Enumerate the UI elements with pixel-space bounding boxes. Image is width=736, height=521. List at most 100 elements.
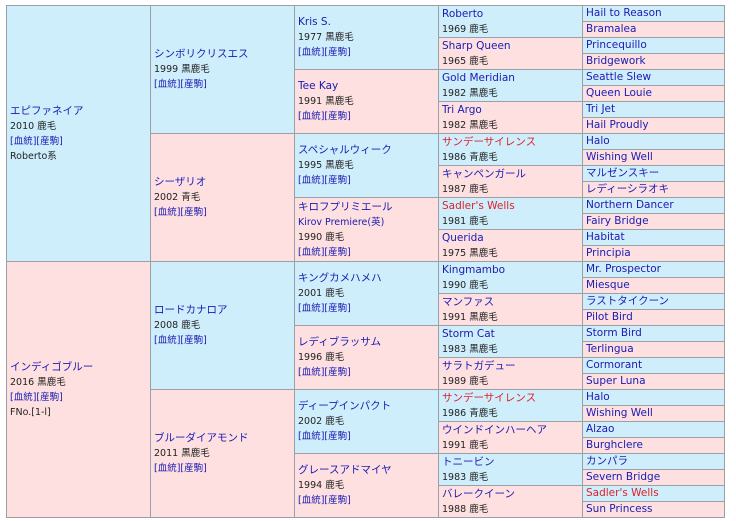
horse-name-link[interactable]: Tri Jet <box>586 103 616 115</box>
horse-name-link[interactable]: シンボリクリスエス <box>154 48 249 60</box>
horse-name-link[interactable]: Tee Kay <box>298 80 339 92</box>
pedigree-row: Fairy Bridge <box>7 213 725 230</box>
horse-alt-name[interactable]: Kirov Premiere(英) <box>298 216 385 228</box>
horse-name-link[interactable]: Northern Dancer <box>586 199 674 211</box>
horse-name-link[interactable]: Halo <box>586 135 610 147</box>
pedigree-cell: インディゴブルー 2016 黒鹿毛 [血統][産駒] FNo.[1-l] <box>6 261 151 518</box>
pedigree-links[interactable]: [血統][産駒] <box>154 79 207 90</box>
horse-name-link[interactable]: マルゼンスキー <box>586 167 660 179</box>
horse-name-link[interactable]: サンデーサイレンス <box>442 135 537 148</box>
horse-name-link[interactable]: Cormorant <box>586 359 643 371</box>
horse-name-link[interactable]: Sharp Queen <box>442 39 511 52</box>
horse-name-link[interactable]: マンファス <box>442 295 495 308</box>
horse-name-link[interactable]: ディープインパクト <box>298 400 392 412</box>
pedigree-cell: シーザリオ 2002 青毛 [血統][産駒] <box>150 133 295 262</box>
horse-name-link[interactable]: Tri Argo <box>442 103 482 116</box>
coat-color: 鹿毛 <box>325 288 345 299</box>
coat-color: 黒鹿毛 <box>181 448 210 459</box>
pedigree-links[interactable]: [血統][産駒] <box>298 47 351 58</box>
horse-name-link[interactable]: Queen Louie <box>586 87 652 99</box>
coat-color: 黒鹿毛 <box>469 247 498 259</box>
birth-year: 2001 <box>298 288 323 299</box>
horse-name-link[interactable]: レディブラッサム <box>298 336 382 348</box>
pedigree-cell: Bramalea <box>582 21 725 38</box>
horse-name-link[interactable]: バレークイーン <box>442 487 515 500</box>
horse-name-link[interactable]: Storm Bird <box>586 327 642 339</box>
horse-name-link[interactable]: レディーシラオキ <box>586 183 670 195</box>
horse-name-link[interactable]: カンパラ <box>586 455 628 467</box>
horse-name-link[interactable]: Kingmambo <box>442 263 506 276</box>
pedigree-links[interactable]: [血統][産駒] <box>298 495 351 506</box>
horse-name-link[interactable]: インディゴブルー <box>10 360 94 373</box>
horse-name-link[interactable]: Wishing Well <box>586 407 653 419</box>
horse-name-link[interactable]: Querida <box>442 231 484 244</box>
pedigree-cell: Halo <box>582 133 725 150</box>
horse-name-link[interactable]: Hail to Reason <box>586 7 662 19</box>
horse-name-link[interactable]: Sadler's Wells <box>586 487 659 499</box>
pedigree-cell: Sharp Queen 1965 鹿毛 <box>438 37 583 70</box>
horse-name-link[interactable]: Alzao <box>586 423 615 435</box>
coat-color: 鹿毛 <box>469 503 489 515</box>
pedigree-cell: Habitat <box>582 229 725 246</box>
pedigree-links[interactable]: [血統][産駒] <box>154 207 207 218</box>
horse-name-link[interactable]: キロフプリミエール <box>298 200 393 213</box>
coat-color: 黒鹿毛 <box>325 160 354 171</box>
horse-name-link[interactable]: サンデーサイレンス <box>442 391 537 404</box>
horse-name-link[interactable]: Hail Proudly <box>586 119 649 131</box>
pedigree-row: インディゴブルー 2016 黒鹿毛 [血統][産駒] FNo.[1-l] ロードカナロア… <box>6 261 725 518</box>
horse-name-link[interactable]: Fairy Bridge <box>586 215 649 227</box>
pedigree-links[interactable]: [血統][産駒] <box>298 367 351 378</box>
pedigree-links[interactable]: [血統][産駒] <box>298 111 351 122</box>
horse-name-link[interactable]: Principia <box>586 247 631 259</box>
horse-name-link[interactable]: トニービン <box>442 455 495 468</box>
coat-color: 黒鹿毛 <box>469 119 498 131</box>
horse-name-link[interactable]: Burghclere <box>586 439 644 451</box>
horse-name-link[interactable]: Sun Princess <box>586 503 653 515</box>
horse-name-link[interactable]: キャンペンガール <box>442 167 526 180</box>
horse-name-link[interactable]: Wishing Well <box>586 151 653 163</box>
horse-name-link[interactable]: サラトガデュー <box>442 359 516 372</box>
horse-name-link[interactable]: Seattle Slew <box>586 71 652 83</box>
horse-name-link[interactable]: Princequillo <box>586 39 647 51</box>
horse-name-link[interactable]: Kris S. <box>298 16 331 28</box>
horse-name-link[interactable]: Roberto <box>442 7 484 20</box>
pedigree-cell: レディーシラオキ <box>582 181 725 198</box>
horse-name-link[interactable]: Bramalea <box>586 23 637 35</box>
horse-name-link[interactable]: キングカメハメハ <box>298 272 382 284</box>
horse-name-link[interactable]: Terlingua <box>586 343 634 355</box>
birth-year: 1977 <box>298 32 323 43</box>
pedigree-links[interactable]: [血統][産駒] <box>10 135 63 147</box>
horse-name-link[interactable]: Halo <box>586 391 610 403</box>
horse-name-link[interactable]: Sadler's Wells <box>442 199 515 212</box>
horse-name-link[interactable]: Gold Meridian <box>442 71 515 84</box>
horse-name-link[interactable]: Pilot Bird <box>586 311 633 323</box>
coat-color: 鹿毛 <box>181 320 201 331</box>
horse-name-link[interactable]: ウインドインハーヘア <box>442 423 547 436</box>
horse-name-link[interactable]: エピファネイア <box>10 104 84 117</box>
pedigree-links[interactable]: [血統][産駒] <box>298 175 351 186</box>
horse-name-link[interactable]: Mr. Prospector <box>586 263 661 275</box>
birth-year: 1982 <box>442 119 467 131</box>
horse-name-link[interactable]: ブルーダイアモンド <box>154 432 249 444</box>
horse-name-link[interactable]: Habitat <box>586 231 625 243</box>
horse-name-link[interactable]: シーザリオ <box>154 176 207 188</box>
horse-name-link[interactable]: Miesque <box>586 279 630 291</box>
horse-name-link[interactable]: ロードカナロア <box>154 304 228 316</box>
horse-name-link[interactable]: Severn Bridge <box>586 471 661 483</box>
lineage-note[interactable]: FNo.[1-l] <box>10 406 51 418</box>
pedigree-row: Wishing Well <box>7 405 725 422</box>
horse-name-link[interactable]: スペシャルウィーク <box>298 144 392 156</box>
pedigree-links[interactable]: [血統][産駒] <box>298 246 351 258</box>
pedigree-links[interactable]: [血統][産駒] <box>298 431 351 442</box>
pedigree-links[interactable]: [血統][産駒] <box>154 463 207 474</box>
pedigree-row: ウインドインハーヘア 1991 鹿毛 Alzao <box>7 421 725 454</box>
pedigree-links[interactable]: [血統][産駒] <box>298 303 351 314</box>
pedigree-links[interactable]: [血統][産駒] <box>10 391 63 403</box>
horse-name-link[interactable]: グレースアドマイヤ <box>298 464 392 476</box>
horse-name-link[interactable]: ラストタイクーン <box>586 295 670 307</box>
pedigree-links[interactable]: [血統][産駒] <box>154 335 207 346</box>
horse-name-link[interactable]: Bridgework <box>586 55 646 67</box>
lineage-note[interactable]: Roberto系 <box>10 150 57 162</box>
horse-name-link[interactable]: Storm Cat <box>442 327 495 340</box>
horse-name-link[interactable]: Super Luna <box>586 375 646 387</box>
